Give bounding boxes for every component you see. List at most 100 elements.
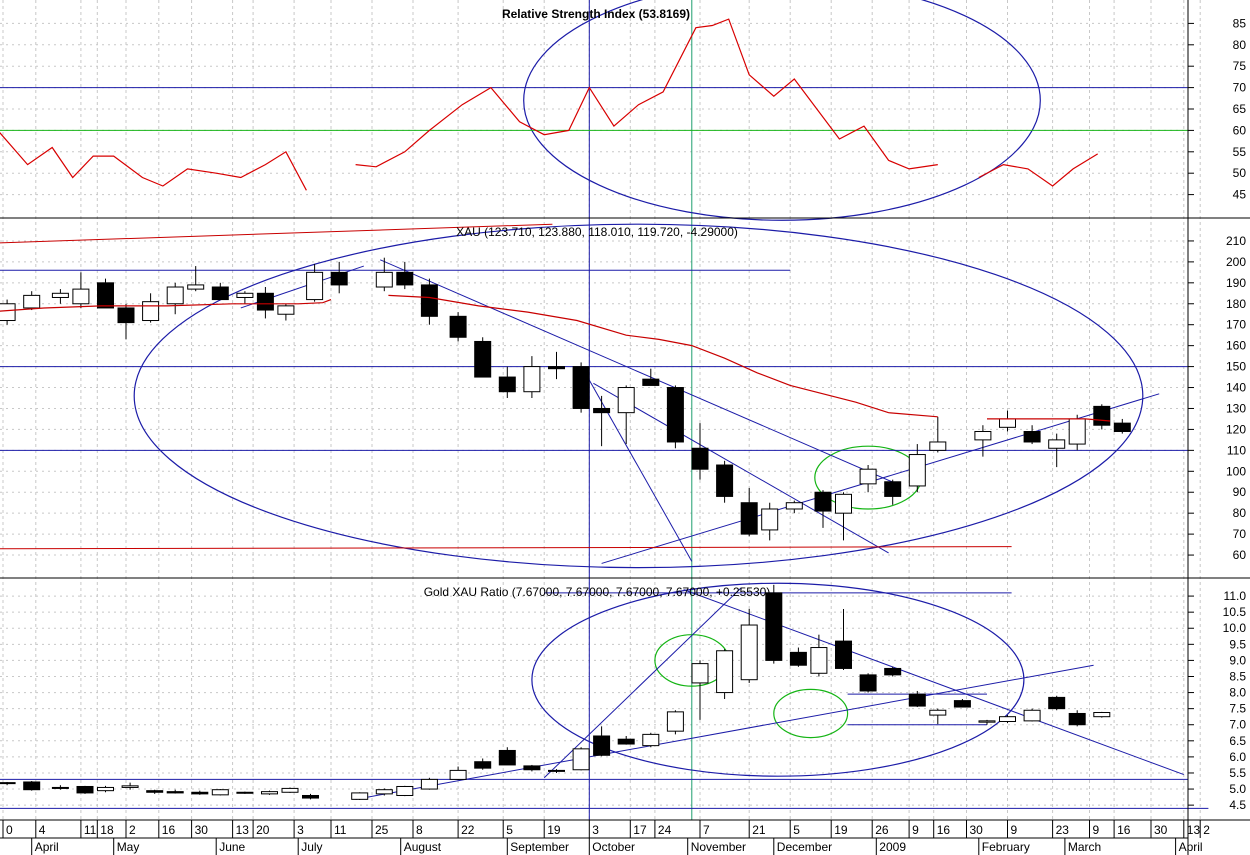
xau-candle — [884, 481, 902, 497]
ellipse-marker — [133, 223, 1144, 569]
y-tick-label: 10.0 — [1223, 621, 1247, 635]
y-tick-label: 60 — [1233, 548, 1247, 562]
xau-candle — [256, 292, 274, 311]
ratio-candle — [1048, 696, 1066, 710]
xau-candle — [814, 491, 832, 512]
xau-panel-title: XAU (123.710, 123.880, 118.010, 119.720,… — [456, 225, 738, 239]
ratio-candle — [420, 778, 438, 790]
ratio-candle — [999, 716, 1016, 723]
y-tick-label: 150 — [1226, 360, 1246, 374]
ratio-candle — [642, 733, 660, 747]
y-tick-label: 70 — [1233, 527, 1247, 541]
xau-candle — [642, 378, 660, 386]
annotations — [0, 0, 1209, 820]
ratio-candle — [716, 650, 734, 694]
xau-candle — [420, 284, 438, 317]
y-tick-label: 8.5 — [1229, 669, 1246, 683]
trend-line — [584, 372, 693, 562]
x-month-label: February — [982, 840, 1030, 854]
ratio-candle — [1023, 709, 1041, 722]
x-day-label: 3 — [297, 823, 304, 837]
x-day-label: 30 — [970, 823, 984, 837]
ratio-candle — [375, 789, 393, 795]
x-day-label: 17 — [633, 823, 647, 837]
x-day-label: 16 — [1117, 823, 1131, 837]
y-tick-label: 11.0 — [1224, 589, 1247, 603]
ratio-candle — [978, 720, 996, 723]
x-day-label: 9 — [1093, 823, 1100, 837]
y-tick-label: 90 — [1233, 485, 1247, 499]
x-month-label: June — [219, 840, 245, 854]
trend-line — [593, 382, 889, 554]
x-month-label: December — [777, 840, 832, 854]
y-tick-label: 65 — [1233, 102, 1247, 116]
xau-candle — [593, 407, 611, 414]
x-day-label: 18 — [100, 823, 114, 837]
y-tick-label: 8.0 — [1229, 686, 1246, 700]
y-tick-label: 130 — [1226, 401, 1246, 415]
y-tick-label: 190 — [1226, 276, 1246, 290]
ratio-candle — [859, 674, 877, 692]
x-day-label: 0 — [6, 823, 13, 837]
rsi-line — [355, 18, 938, 170]
ratio-candle — [121, 785, 139, 788]
ratio-candle — [146, 790, 164, 793]
x-day-label: 11 — [84, 823, 97, 837]
ellipse-marker — [531, 582, 1025, 777]
ratio-candle — [810, 647, 828, 674]
x-month-label: April — [1179, 840, 1203, 854]
ratio-candle — [740, 624, 758, 681]
ratio-candle — [666, 711, 684, 732]
xau-candle — [375, 271, 393, 288]
x-month-label: March — [1068, 840, 1101, 854]
x-month-label: August — [404, 840, 442, 854]
xau-moving-average-line — [0, 299, 332, 312]
xau-candle — [523, 366, 541, 393]
xau-candle — [929, 441, 947, 451]
xau-candle — [51, 292, 69, 298]
xau-candle — [97, 282, 114, 309]
rsi-line — [978, 153, 1099, 187]
ratio-candle — [572, 748, 590, 771]
x-day-label: 8 — [416, 823, 423, 837]
y-tick-label: 100 — [1226, 464, 1246, 478]
y-tick-label: 200 — [1226, 255, 1246, 269]
ratio-candle — [474, 761, 492, 769]
xau-candle — [999, 418, 1016, 428]
x-day-label: 9 — [912, 823, 919, 837]
ratio-candle — [0, 782, 16, 785]
x-day-label: 5 — [506, 823, 513, 837]
xau-candle — [187, 284, 205, 290]
ratio-candle — [617, 738, 635, 745]
xau-candle — [785, 502, 803, 510]
rsi-panel-title: Relative Strength Index (53.8169) — [502, 7, 690, 21]
xau-candle — [117, 307, 135, 324]
ratio-candle — [51, 786, 69, 789]
xau-candle — [666, 387, 684, 443]
xau-candle — [617, 387, 635, 414]
y-tick-label: 180 — [1226, 297, 1246, 311]
xau-candle — [740, 502, 758, 535]
x-day-label: 30 — [1154, 823, 1168, 837]
y-tick-label: 70 — [1233, 81, 1247, 95]
x-day-label: 20 — [256, 823, 270, 837]
y-tick-label: 9.5 — [1229, 637, 1246, 651]
x-month-label: July — [301, 840, 322, 854]
ratio-candle — [76, 785, 94, 794]
xau-candle — [974, 431, 992, 441]
xau-candle — [23, 294, 41, 309]
y-tick-label: 120 — [1226, 422, 1246, 436]
trend-line — [601, 393, 1160, 564]
x-day-label: 4 — [39, 823, 46, 837]
xau-candle — [572, 366, 590, 409]
ratio-candle — [884, 667, 902, 676]
trend-line — [355, 664, 1094, 800]
ratio-candle — [523, 765, 541, 771]
xau-candle — [908, 454, 926, 487]
y-tick-label: 4.5 — [1229, 798, 1246, 812]
ratio-candle — [1068, 712, 1086, 726]
ratio-candle — [281, 787, 299, 793]
xau-candle — [859, 468, 877, 485]
ratio-panel-title: Gold XAU Ratio (7.67000, 7.67000, 7.6700… — [424, 585, 771, 599]
